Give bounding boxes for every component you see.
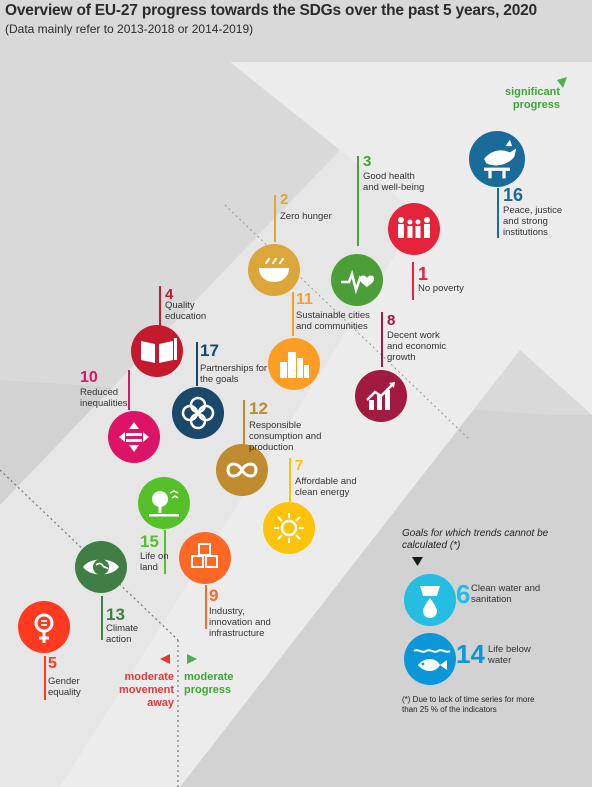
goal-10-leader-line bbox=[128, 370, 130, 410]
goal-8-name: Decent work and economic growth bbox=[387, 330, 447, 363]
goal-4-number: 4 bbox=[165, 286, 174, 303]
goal-9-leader-line bbox=[205, 585, 207, 629]
no-trend-marker bbox=[412, 557, 423, 566]
goal-13-name: Climate action bbox=[106, 623, 139, 645]
goal-6-name: Clean water and sanitation bbox=[471, 583, 541, 605]
goal-8-leader-line bbox=[381, 312, 383, 367]
goal-1-number: 1 bbox=[418, 264, 429, 284]
goal-15-leader-line bbox=[164, 530, 166, 574]
significant-progress-marker bbox=[557, 77, 567, 88]
goal-2-leader-line bbox=[274, 195, 276, 242]
goal-9-name: Industry, innovation and infrastructure bbox=[209, 606, 271, 639]
cubes-icon bbox=[179, 532, 231, 584]
moderate-away-label: moderate movement away bbox=[118, 671, 174, 709]
infinity-icon bbox=[216, 444, 268, 496]
chart-subtitle: (Data mainly refer to 2013-2018 or 2014-… bbox=[5, 22, 254, 36]
goal-1-name: No poverty bbox=[418, 283, 464, 294]
goal-13-leader-line bbox=[101, 596, 103, 640]
goal-17-name: Partnerships for the goals bbox=[200, 363, 268, 385]
eye-globe-icon bbox=[75, 541, 127, 593]
water-drop-icon bbox=[404, 574, 456, 626]
goal-7-leader-line bbox=[289, 458, 291, 502]
book-icon bbox=[131, 325, 183, 377]
goal-13-number: 13 bbox=[106, 605, 125, 624]
rings-icon bbox=[172, 387, 224, 439]
goal-2-name: Zero hunger bbox=[280, 211, 332, 222]
goal-16-leader-line bbox=[497, 188, 499, 238]
goal-9-number: 9 bbox=[209, 586, 219, 605]
goal-16-name: Peace, justice and strong institutions bbox=[503, 205, 563, 238]
growth-chart-icon bbox=[355, 370, 407, 422]
equality-icon bbox=[108, 411, 160, 463]
goal-14-name: Life below water bbox=[488, 644, 531, 666]
bowl-icon bbox=[248, 244, 300, 296]
goal-4-leader-line bbox=[159, 286, 161, 326]
goal-6-number: 6 bbox=[456, 579, 471, 609]
tree-icon bbox=[138, 477, 190, 529]
goal-10-name: Reduced inequalities bbox=[80, 387, 128, 409]
goal-15-name: Life on land bbox=[140, 551, 169, 573]
arrow-inner-shade bbox=[0, 150, 420, 787]
no-trend-asterisk: (*) bbox=[449, 540, 461, 551]
moderate-progress-label: moderate progress bbox=[184, 671, 234, 696]
goal-7-name: Affordable and clean energy bbox=[295, 476, 357, 498]
gender-icon bbox=[18, 601, 70, 653]
goal-5-leader-line bbox=[44, 656, 46, 700]
goal-5-number: 5 bbox=[48, 655, 57, 672]
goal-8-number: 8 bbox=[387, 312, 396, 329]
goal-11-name: Sustainable cities and communities bbox=[296, 310, 370, 332]
goal-3-number: 3 bbox=[363, 153, 372, 170]
goal-3-leader-line bbox=[357, 156, 359, 246]
no-trend-heading-text: Goals for which trends cannot be calcula… bbox=[402, 528, 549, 551]
moderate-progress-marker bbox=[187, 654, 197, 664]
goal-5-name: Gender equality bbox=[48, 676, 81, 698]
family-icon bbox=[388, 203, 440, 255]
goal-15-number: 15 bbox=[140, 532, 159, 551]
goal-1-leader-line bbox=[412, 262, 414, 300]
no-trend-heading: Goals for which trends cannot be calcula… bbox=[402, 528, 592, 552]
no-trend-footnote: (*) Due to lack of time series for more … bbox=[402, 695, 535, 714]
goal-11-number: 11 bbox=[296, 291, 313, 308]
goal-3-name: Good health and well-being bbox=[363, 171, 425, 193]
goal-14-number: 14 bbox=[456, 639, 485, 669]
goal-12-name: Responsible consumption and production bbox=[249, 420, 322, 453]
dove-icon bbox=[469, 131, 525, 187]
goal-7-number: 7 bbox=[295, 457, 304, 474]
goal-17-number: 17 bbox=[200, 341, 219, 360]
moderate-zone-divider bbox=[0, 469, 179, 641]
moderate-away-marker bbox=[160, 654, 170, 664]
goal-17-leader-line bbox=[196, 342, 198, 386]
fish-icon bbox=[404, 633, 456, 685]
chart-title: Overview of EU-27 progress towards the S… bbox=[5, 2, 537, 19]
goal-2-number: 2 bbox=[280, 191, 289, 208]
goal-10-number: 10 bbox=[80, 369, 98, 386]
goal-12-number: 12 bbox=[249, 399, 268, 418]
significant-progress-label: significant progress bbox=[504, 86, 560, 111]
city-icon bbox=[268, 338, 320, 390]
goal-11-leader-line bbox=[292, 292, 294, 336]
goal-16-number: 16 bbox=[503, 185, 524, 205]
sun-icon bbox=[263, 502, 315, 554]
goal-4-name: Quality education bbox=[165, 300, 207, 322]
heartbeat-icon bbox=[331, 254, 383, 306]
goal-12-leader-line bbox=[243, 400, 245, 444]
